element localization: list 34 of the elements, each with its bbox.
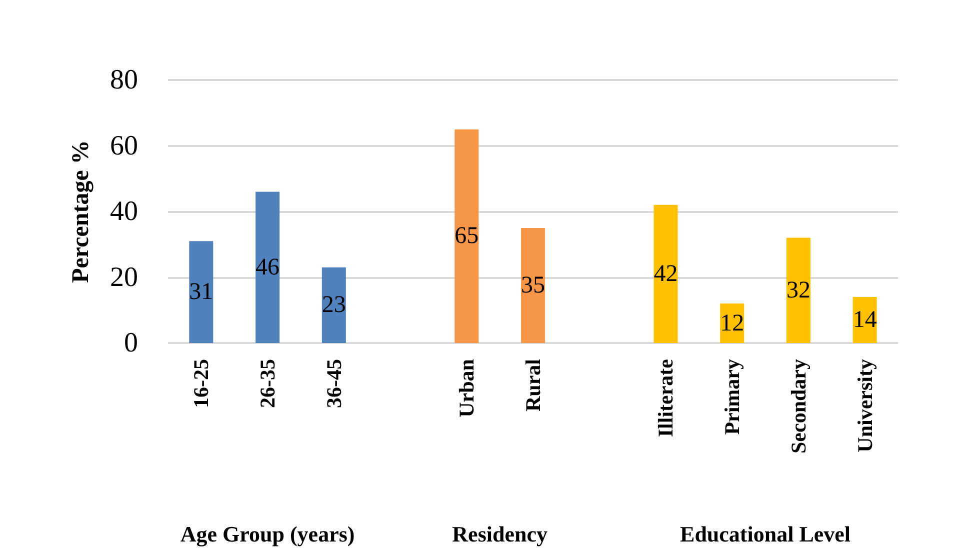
x-tick-label: 26-35 [256,359,280,408]
bar [521,228,545,343]
data-label: 42 [654,260,678,287]
data-label: 65 [454,223,479,250]
bar [256,192,280,343]
data-label: 32 [786,277,810,304]
x-tick-label: 36-45 [322,359,346,408]
bar [654,204,678,343]
bar [322,267,346,343]
x-tick-label: University [852,358,877,452]
data-label: 23 [322,292,346,318]
bar [786,238,810,343]
data-label: 12 [720,310,744,336]
y-axis-title: Percentage % [68,140,94,283]
text: Educational Level [680,522,851,546]
bar [189,241,214,343]
y-tick-label: 60 [110,130,138,162]
y-tick-label: 0 [124,328,138,358]
x-tick-label: Illiterate [654,359,678,438]
x-tick-label: Rural [521,358,545,412]
y-tick-label: 20 [110,262,138,293]
y-tick-label: 40 [110,196,138,227]
data-label: 35 [521,272,545,298]
x-tick-label: Urban [454,358,479,418]
data-label: 14 [852,306,877,333]
bar [454,129,479,343]
data-label: 31 [189,279,214,306]
x-tick-label: Secondary [786,358,810,454]
x-tick-label: 16-25 [189,359,214,408]
x-tick-label: Primary [720,358,744,435]
data-label: 46 [256,254,280,280]
text: Age Group (years) [180,522,355,546]
y-tick-label: 80 [110,64,138,96]
text: Residency [452,522,548,546]
